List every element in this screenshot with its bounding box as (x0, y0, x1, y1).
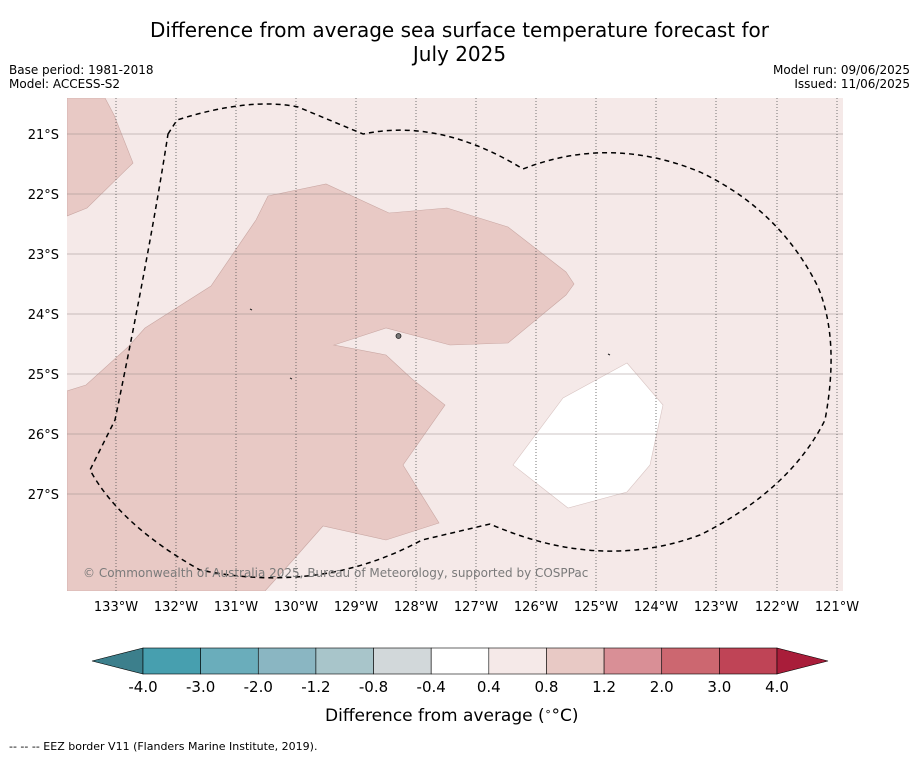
latitude-label: 24°S (28, 308, 59, 323)
colorbar-cell (488, 647, 547, 675)
colorbar-cell (430, 647, 490, 675)
longitude-label: 130°W (274, 600, 318, 615)
latitude-label: 26°S (28, 428, 59, 443)
colorbar-tick-label: -2.0 (244, 678, 273, 696)
colorbar-cell (661, 647, 720, 675)
colorbar-tick-label: -4.0 (128, 678, 157, 696)
colorbar-cell (200, 647, 259, 675)
latitude-label: 27°S (28, 488, 59, 503)
island-marker (395, 333, 402, 339)
latitude-label: 21°S (28, 128, 59, 143)
latitude-label: 25°S (28, 368, 59, 383)
island-marker (249, 308, 253, 311)
anomaly-region-central (67, 183, 575, 591)
colorbar-tick-label: 0.8 (535, 678, 559, 696)
colorbar-low-extension (91, 647, 144, 675)
colorbar-cell (315, 647, 374, 675)
latitude-label: 23°S (28, 248, 59, 263)
longitude-label: 124°W (634, 600, 678, 615)
run-info: Model run: 09/06/2025 Issued: 11/06/2025 (773, 63, 910, 91)
colorbar-tick-label: -0.4 (417, 678, 446, 696)
graticule (67, 98, 843, 591)
longitude-label: 122°W (755, 600, 799, 615)
colorbar-tick-label: 1.2 (592, 678, 616, 696)
issued-text: Issued: 11/06/2025 (794, 77, 910, 91)
map-title-line-1: Difference from average sea surface temp… (149, 18, 769, 42)
anomaly-region-northwest (67, 98, 134, 217)
longitude-label: 125°W (574, 600, 618, 615)
colorbar-tick-label: 4.0 (765, 678, 789, 696)
colorbar-label: Difference from average (∘°C) (325, 705, 579, 726)
colorbar-high-extension (776, 647, 829, 675)
eez-legend-note: -- -- -- EEZ border V11 (Flanders Marine… (9, 740, 318, 753)
eez-border (89, 103, 832, 579)
model-text: Model: ACCESS-S2 (9, 77, 121, 91)
longitude-label: 132°W (154, 600, 198, 615)
longitude-label: 123°W (694, 600, 738, 615)
colorbar: -4.0 -3.0 -2.0 -1.2 -0.8 -0.4 0.4 0.8 1.2 2.0 3.0 4… (91, 647, 829, 726)
colorbar-tick-label: 0.4 (477, 678, 501, 696)
colorbar-cell (257, 647, 317, 675)
base-period-text: Base period: 1981-2018 (9, 63, 154, 77)
longitude-label: 126°W (514, 600, 558, 615)
colorbar-cells (142, 647, 778, 675)
anomaly-region-near-average (512, 362, 664, 509)
island-marker (289, 377, 293, 380)
colorbar-cell (373, 647, 432, 675)
map-title-line-2: July 2025 (412, 42, 507, 66)
copyright-watermark: © Commonwealth of Australia 2025, Bureau… (83, 566, 588, 580)
longitude-label: 131°W (214, 600, 258, 615)
latitude-label: 22°S (28, 188, 59, 203)
colorbar-tick-label: -0.8 (359, 678, 388, 696)
longitude-label: 128°W (394, 600, 438, 615)
island-marker (607, 353, 611, 356)
colorbar-cell (142, 647, 201, 675)
colorbar-cell (546, 647, 605, 675)
longitude-label: 127°W (454, 600, 498, 615)
base-info: Base period: 1981-2018 Model: ACCESS-S2 (9, 63, 154, 91)
colorbar-tick-label: -3.0 (186, 678, 215, 696)
model-run-text: Model run: 09/06/2025 (772, 63, 910, 77)
colorbar-tick-label: 3.0 (707, 678, 731, 696)
longitude-tick-labels: 133°W 132°W 131°W 130°W 129°W 128°W 127°W 126°W… (94, 600, 859, 615)
longitude-label: 133°W (94, 600, 138, 615)
longitude-label: 121°W (815, 600, 859, 615)
longitude-label: 129°W (334, 600, 378, 615)
latitude-tick-labels: 21°S 22°S 23°S 24°S 25°S 26°S 27°S (28, 128, 59, 503)
map-panel: © Commonwealth of Australia 2025, Bureau… (67, 98, 843, 591)
colorbar-tick-label: 2.0 (650, 678, 674, 696)
colorbar-tick-labels: -4.0 -3.0 -2.0 -1.2 -0.8 -0.4 0.4 0.8 1.2 2.0 3.0 4… (128, 678, 789, 696)
colorbar-cell (719, 647, 778, 675)
colorbar-cell (603, 647, 663, 675)
colorbar-tick-label: -1.2 (301, 678, 330, 696)
